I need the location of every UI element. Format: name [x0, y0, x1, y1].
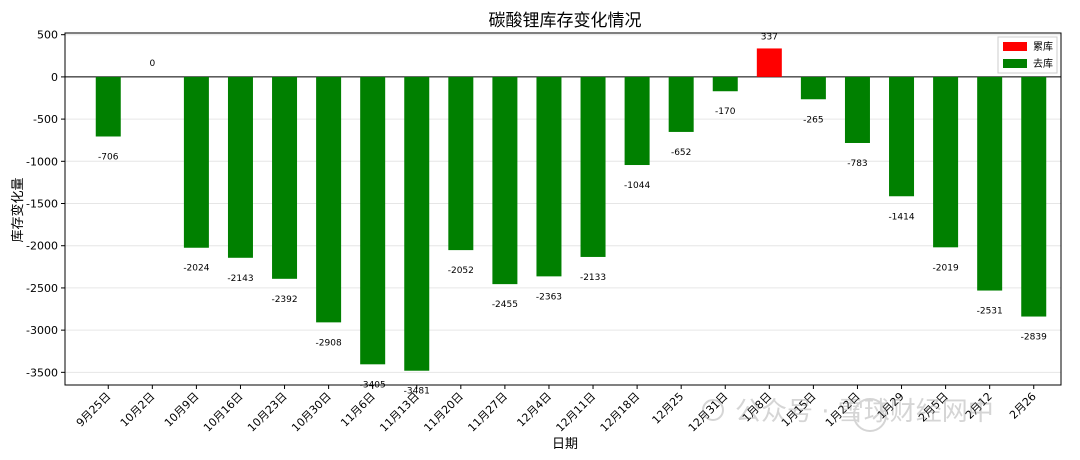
data-label: -2908	[316, 338, 342, 348]
y-axis-label: 库存变化量	[10, 177, 26, 242]
x-tick-label: 11月27日	[465, 390, 510, 435]
data-label: -2133	[580, 273, 606, 283]
data-label: -2839	[1021, 333, 1047, 343]
y-tick-label: -1500	[26, 198, 58, 211]
bar	[580, 76, 606, 257]
legend-label-accumulate: 累库	[1033, 40, 1053, 53]
bar	[448, 76, 474, 251]
y-tick-labels: 500 0 -500 -1000 -1500 -2000 -2500 -3000 -3500	[26, 29, 65, 379]
data-label: -2531	[977, 307, 1003, 317]
data-label: -170	[715, 107, 736, 117]
legend: 累库 去库	[997, 36, 1058, 74]
x-tick-label: 9月25日	[74, 390, 114, 430]
legend-swatch-destock	[1003, 59, 1027, 68]
data-label: -3481	[404, 387, 430, 397]
x-tick-label: 11月13日	[377, 390, 422, 435]
y-tick-label: -1000	[26, 155, 58, 168]
x-tick-label: 2月26	[1007, 390, 1039, 422]
chart-title: 碳酸锂库存变化情况	[489, 11, 642, 31]
bar	[227, 76, 253, 258]
data-label: -706	[98, 152, 119, 162]
x-tick-label: 12月11日	[554, 390, 599, 435]
snowball-icon	[853, 398, 887, 432]
bar	[624, 76, 650, 166]
x-tick-label: 11月6日	[338, 390, 378, 430]
watermark: 公众号 · 雪球财经网中	[702, 397, 994, 432]
y-tick-label: 500	[37, 29, 58, 42]
y-tick-label: -2000	[26, 240, 58, 253]
data-label: -2143	[227, 274, 253, 284]
bar	[933, 76, 959, 248]
bar	[844, 76, 870, 143]
x-axis-label: 日期	[552, 437, 578, 452]
data-label: -2019	[933, 263, 959, 273]
bar	[360, 76, 386, 365]
watermark-text: 公众号 · 雪球财经网中	[735, 397, 994, 427]
x-tick-label: 10月2日	[118, 390, 158, 430]
x-tick-label: 10月16日	[201, 390, 246, 435]
y-tick-label: 0	[51, 71, 58, 84]
y-tick-label: -500	[33, 113, 58, 126]
x-tick-label: 12月4日	[514, 390, 554, 430]
bar	[889, 76, 915, 197]
bar	[668, 76, 694, 132]
data-label: -2024	[183, 264, 209, 274]
data-label: -783	[847, 159, 867, 169]
y-tick-label: -3500	[26, 366, 58, 379]
x-tick-label: 10月9日	[162, 390, 202, 430]
x-tick-label: 12月25	[650, 390, 687, 427]
bar	[536, 76, 562, 277]
bar	[272, 76, 298, 279]
data-label: -2363	[536, 292, 562, 302]
bar	[977, 76, 1003, 291]
data-label: -2052	[448, 266, 474, 276]
plot-frame	[64, 32, 1062, 386]
x-tick-label: 10月23日	[245, 390, 290, 435]
bar	[800, 76, 826, 100]
data-label: -2455	[492, 300, 518, 310]
bar	[183, 76, 209, 248]
data-label: 337	[761, 32, 778, 42]
data-label: 0	[149, 59, 155, 69]
legend-swatch-accumulate	[1003, 42, 1027, 51]
data-label: -1044	[624, 181, 650, 191]
bar	[756, 48, 782, 77]
y-tick-label: -2500	[26, 282, 58, 295]
y-tick-label: -3000	[26, 324, 58, 337]
bars-layer	[95, 48, 1047, 371]
data-label: -265	[803, 115, 823, 125]
x-tick-label: 10月30日	[289, 390, 334, 435]
bar	[316, 76, 342, 323]
data-label: -2392	[271, 295, 297, 305]
wechat-icon	[702, 399, 724, 421]
data-label: -652	[671, 148, 691, 158]
bar	[712, 76, 738, 92]
legend-label-destock: 去库	[1033, 57, 1053, 70]
data-label: -1414	[888, 212, 914, 222]
bar	[95, 76, 121, 137]
data-labels-layer: -7060-2024-2143-2392-2908-3405-3481-2052…	[98, 32, 1047, 396]
bar	[404, 76, 430, 371]
bar	[492, 76, 518, 285]
x-tick-label: 12月18日	[598, 390, 643, 435]
bar	[1021, 76, 1047, 317]
